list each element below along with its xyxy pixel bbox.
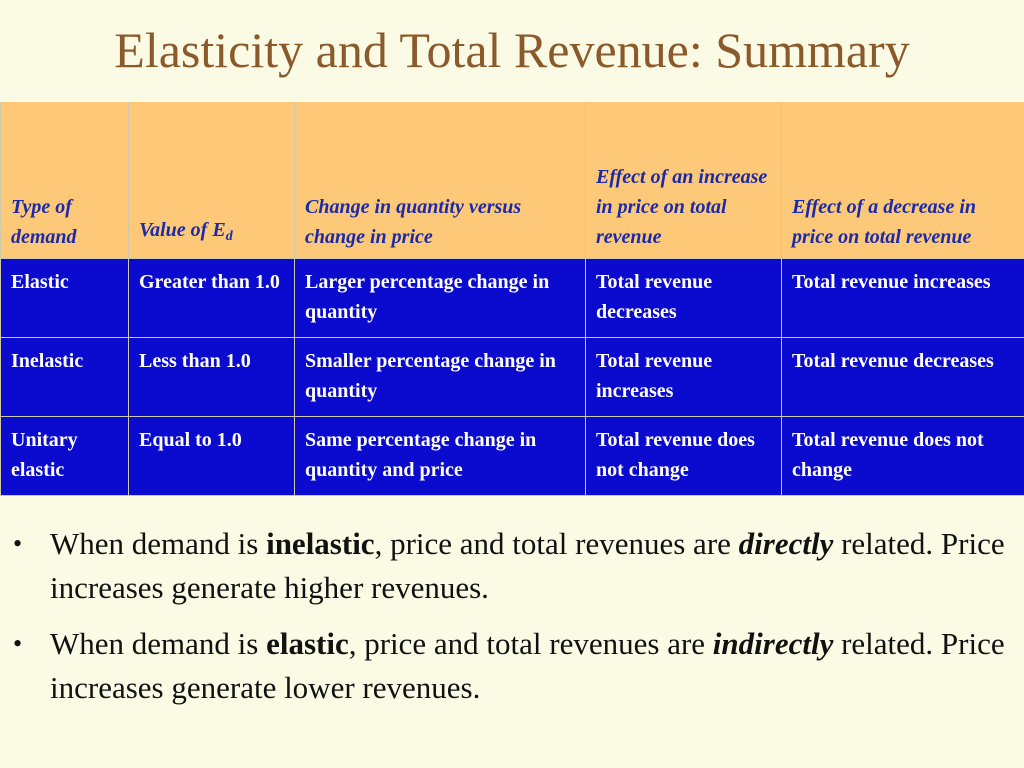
header-effect-of-decrease: Effect of a decrease in price on total r… xyxy=(781,102,1024,259)
header-value-label: Value of E xyxy=(139,219,226,241)
table-row-inelastic: Inelastic Less than 1.0 Smaller percenta… xyxy=(0,337,1024,417)
cell-change: Smaller percentage change in quantity xyxy=(294,337,586,417)
bullet-text: When demand is xyxy=(50,626,267,661)
table-row-unitary-elastic: Unitary elastic Equal to 1.0 Same percen… xyxy=(0,416,1024,496)
summary-table: Type of demand Value of Ed Change in qua… xyxy=(0,102,1024,496)
header-type-of-demand: Type of demand xyxy=(0,102,129,259)
cell-increase-effect: Total revenue does not change xyxy=(585,416,782,496)
header-effect-of-increase: Effect of an increase in price on total … xyxy=(585,102,782,259)
cell-decrease-effect: Total revenue decreases xyxy=(781,337,1024,417)
bullet-emphasis: directly xyxy=(738,526,834,561)
cell-type: Unitary elastic xyxy=(0,416,129,496)
cell-change: Larger percentage change in quantity xyxy=(294,258,586,338)
cell-type: Elastic xyxy=(0,258,129,338)
bullet-text: related. Price increases generate higher… xyxy=(50,526,1005,605)
header-value-of-ed: Value of Ed xyxy=(128,102,295,259)
summary-bullets: • When demand is inelastic, price and tot… xyxy=(0,522,1010,722)
bullet-inelastic: • When demand is inelastic, price and tot… xyxy=(0,522,1010,610)
bullet-elastic: • When demand is elastic, price and total… xyxy=(0,622,1010,710)
cell-type: Inelastic xyxy=(0,337,129,417)
cell-value: Less than 1.0 xyxy=(128,337,295,417)
bullet-text: , price and total revenues are xyxy=(348,626,713,661)
bullet-dot: • xyxy=(13,629,23,658)
bullet-emphasis: indirectly xyxy=(712,626,834,661)
bullet-text: , price and total revenues are xyxy=(374,526,739,561)
cell-value: Greater than 1.0 xyxy=(128,258,295,338)
header-value-subscript: d xyxy=(225,229,233,244)
cell-value: Equal to 1.0 xyxy=(128,416,295,496)
table-row-elastic: Elastic Greater than 1.0 Larger percenta… xyxy=(0,258,1024,338)
cell-increase-effect: Total revenue decreases xyxy=(585,258,782,338)
cell-decrease-effect: Total revenue does not change xyxy=(781,416,1024,496)
cell-change: Same percentage change in quantity and p… xyxy=(294,416,586,496)
cell-decrease-effect: Total revenue increases xyxy=(781,258,1024,338)
bullet-bold-term: inelastic xyxy=(266,526,375,561)
bullet-dot: • xyxy=(13,529,23,558)
cell-increase-effect: Total revenue increases xyxy=(585,337,782,417)
bullet-text: related. Price increases generate lower … xyxy=(50,626,1005,705)
bullet-bold-term: elastic xyxy=(266,626,349,661)
bullet-text: When demand is xyxy=(50,526,267,561)
table-header-row: Type of demand Value of Ed Change in qua… xyxy=(0,102,1024,259)
header-change-in-quantity: Change in quantity versus change in pric… xyxy=(294,102,586,259)
slide-title: Elasticity and Total Revenue: Summary xyxy=(114,22,910,78)
